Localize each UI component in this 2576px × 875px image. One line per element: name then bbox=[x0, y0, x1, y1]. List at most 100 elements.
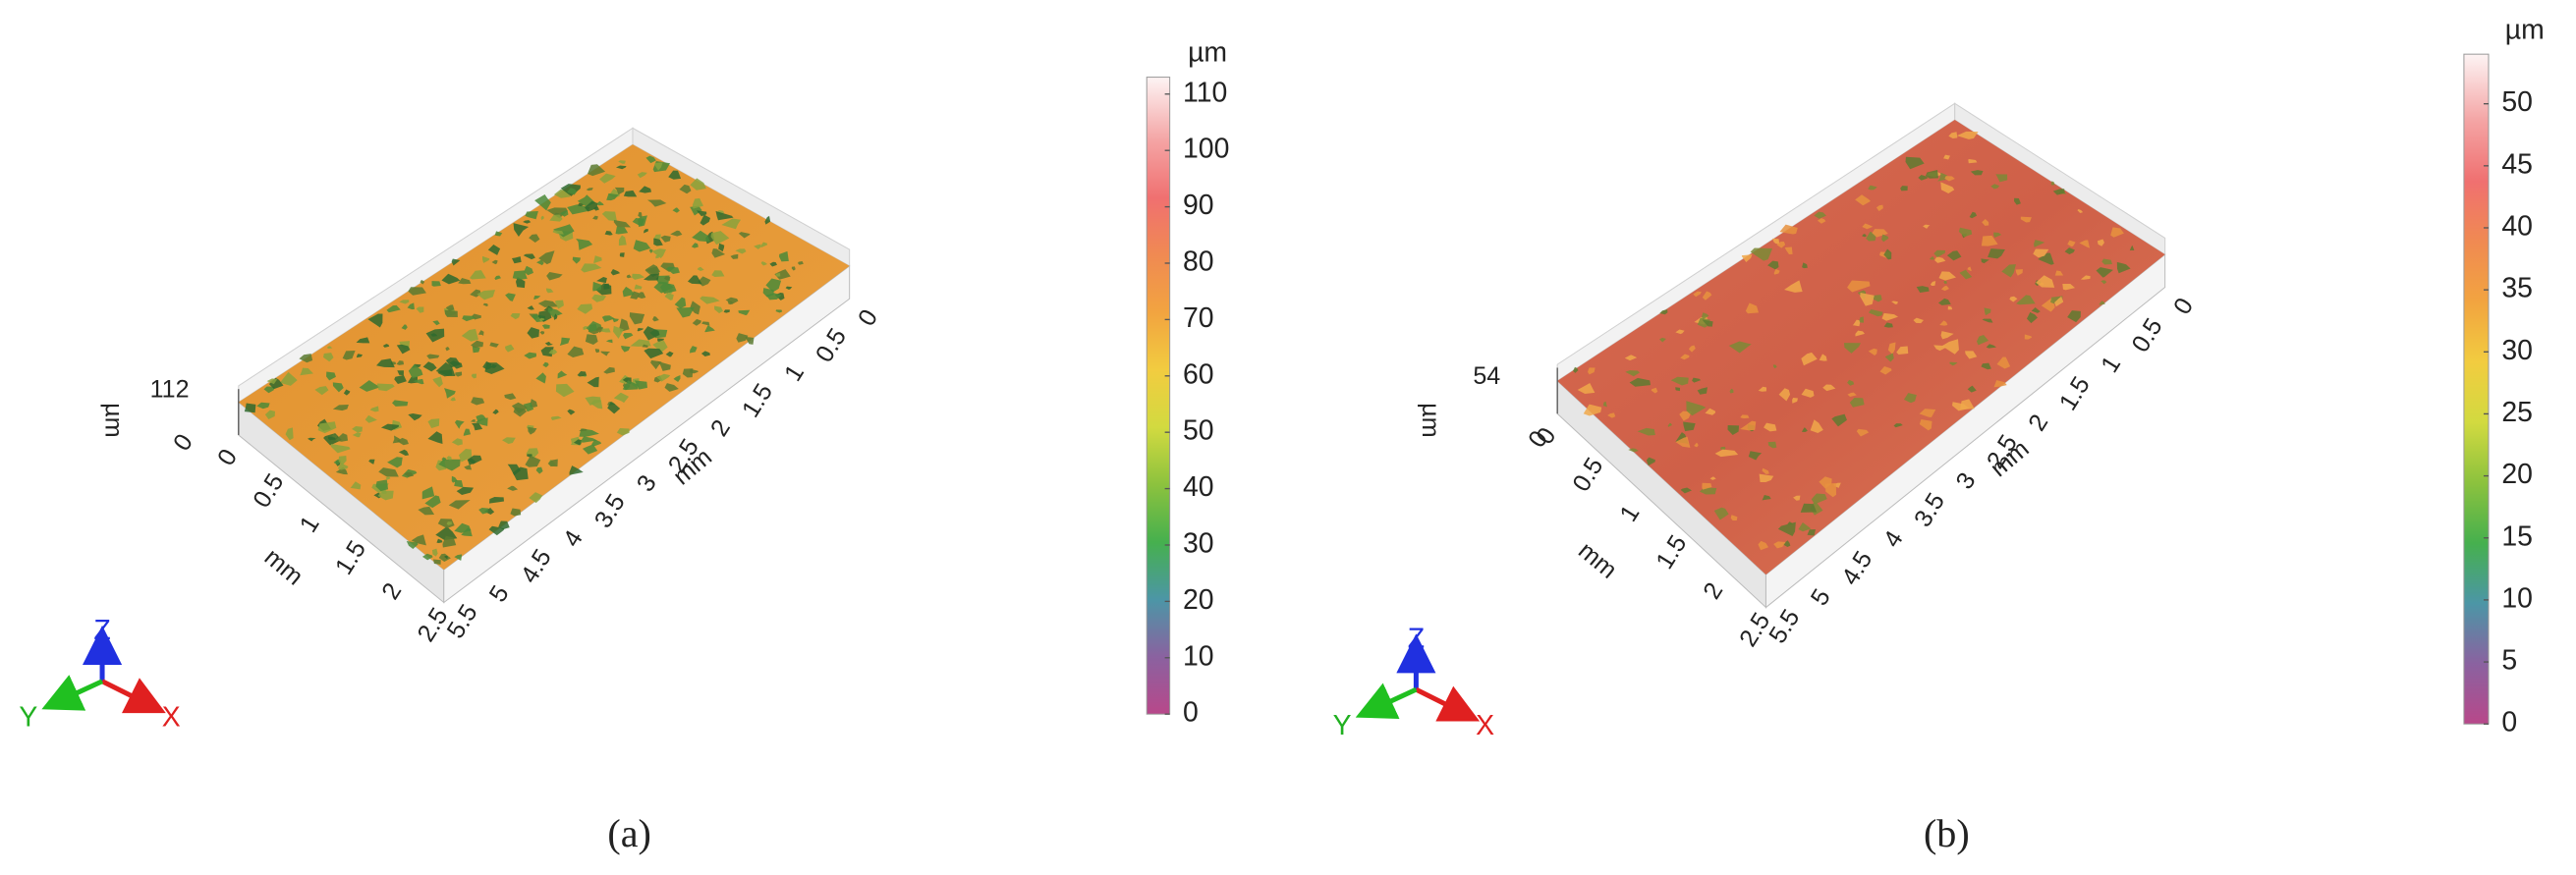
surface-texture bbox=[1680, 487, 1693, 494]
surface-texture bbox=[454, 522, 472, 533]
x-tick-label: 4.5 bbox=[516, 544, 557, 587]
colorbar-tick-label: 90 bbox=[1183, 190, 1214, 221]
surface-texture bbox=[718, 243, 725, 252]
surface-texture bbox=[1856, 428, 1870, 437]
surface-texture bbox=[604, 230, 613, 236]
surface-texture bbox=[2099, 301, 2105, 305]
surface-texture bbox=[1651, 387, 1658, 394]
surface-texture bbox=[607, 402, 621, 414]
surface-texture bbox=[785, 286, 793, 290]
surface-texture bbox=[285, 427, 294, 441]
surface-texture bbox=[488, 497, 504, 504]
surface-texture bbox=[356, 337, 370, 344]
surface-texture bbox=[1869, 308, 1883, 317]
surface-texture bbox=[471, 373, 477, 379]
surface-texture bbox=[1767, 260, 1779, 270]
surface-texture bbox=[1988, 248, 2005, 259]
surface-texture bbox=[1993, 380, 2007, 388]
surface-texture bbox=[1977, 335, 1989, 346]
surface-texture bbox=[1930, 281, 1936, 287]
surface-texture bbox=[1903, 393, 1917, 404]
x-tick-label: 3.5 bbox=[589, 489, 631, 532]
surface-texture bbox=[359, 380, 381, 392]
surface-texture bbox=[476, 417, 488, 426]
surface-texture bbox=[745, 336, 755, 345]
surface-texture bbox=[587, 376, 599, 388]
surface-texture bbox=[596, 277, 607, 284]
surface-texture bbox=[580, 436, 597, 443]
surface-texture bbox=[791, 266, 796, 271]
surface-texture bbox=[715, 210, 734, 221]
surface-texture bbox=[380, 423, 400, 431]
surface-texture bbox=[736, 333, 749, 343]
colorbar-tick-label: 5 bbox=[2501, 645, 2517, 677]
surface-texture bbox=[1925, 170, 1938, 179]
surface-texture bbox=[431, 281, 441, 287]
surface-texture bbox=[1750, 247, 1772, 261]
surface-texture bbox=[1675, 329, 1685, 335]
surface-texture bbox=[264, 410, 275, 420]
surface-texture bbox=[1993, 232, 2002, 238]
surface-texture bbox=[648, 248, 653, 253]
colorbar-tick-label: 50 bbox=[2501, 86, 2533, 118]
surface-texture bbox=[592, 215, 598, 220]
colorbar-tick-label: 25 bbox=[2501, 397, 2533, 428]
surface-texture bbox=[376, 358, 395, 368]
surface-texture bbox=[1787, 521, 1793, 525]
surface-texture bbox=[1941, 339, 1959, 355]
surface-texture bbox=[1772, 364, 1777, 369]
y-tick-label: 1 bbox=[295, 512, 325, 538]
surface-texture bbox=[332, 382, 344, 393]
surface-texture bbox=[458, 278, 472, 285]
surface-texture bbox=[408, 287, 426, 296]
surface-texture bbox=[352, 425, 363, 433]
y-tick-label: 0 bbox=[212, 444, 243, 470]
surface-texture bbox=[2031, 307, 2041, 313]
surface-texture bbox=[1970, 170, 1984, 176]
surface-texture bbox=[634, 284, 643, 290]
surface-texture bbox=[513, 223, 530, 237]
surface-texture bbox=[471, 397, 485, 406]
surface-texture bbox=[547, 307, 563, 318]
surface-texture bbox=[697, 266, 704, 271]
surface-texture bbox=[760, 242, 767, 247]
surface-texture bbox=[779, 250, 789, 262]
surface-texture bbox=[2015, 269, 2023, 276]
side-wall bbox=[443, 264, 851, 604]
surface-texture bbox=[1872, 229, 1888, 238]
surface-texture bbox=[573, 439, 582, 446]
surface-texture bbox=[622, 286, 635, 298]
surface-texture bbox=[1947, 305, 1953, 310]
surface-texture bbox=[1773, 268, 1780, 275]
surface-texture bbox=[653, 234, 661, 241]
surface-texture bbox=[601, 315, 615, 322]
surface-texture bbox=[535, 466, 543, 474]
surface-texture bbox=[527, 305, 534, 310]
surface-texture bbox=[456, 486, 475, 496]
surface-texture bbox=[1982, 318, 1993, 323]
surface-texture bbox=[451, 258, 461, 266]
surface-texture bbox=[613, 392, 630, 404]
surface-texture bbox=[377, 490, 394, 501]
colorbar-tick-label: 80 bbox=[1183, 246, 1214, 277]
colorbar-tick-label: 110 bbox=[1183, 77, 1227, 108]
surface-texture bbox=[1692, 377, 1702, 383]
surface-texture bbox=[472, 422, 483, 431]
surface-texture bbox=[516, 277, 526, 289]
surface-texture bbox=[1883, 322, 1893, 328]
surface-texture bbox=[427, 418, 440, 428]
surface-texture bbox=[615, 226, 629, 235]
surface-texture bbox=[1777, 521, 1796, 536]
surface-texture bbox=[536, 259, 544, 266]
surface-texture bbox=[1884, 353, 1894, 362]
z-tick-label: 54 bbox=[1473, 362, 1500, 390]
x-tick-label: 1.5 bbox=[2054, 372, 2096, 415]
surface-texture bbox=[644, 264, 661, 275]
surface-texture bbox=[331, 434, 338, 439]
surface-texture bbox=[1919, 418, 1932, 431]
surface-texture bbox=[664, 383, 679, 392]
triad-x-label: X bbox=[1476, 710, 1494, 741]
surface-texture bbox=[1811, 493, 1827, 505]
colorbar-tick-label: 60 bbox=[1183, 358, 1214, 390]
surface-texture bbox=[523, 220, 532, 224]
